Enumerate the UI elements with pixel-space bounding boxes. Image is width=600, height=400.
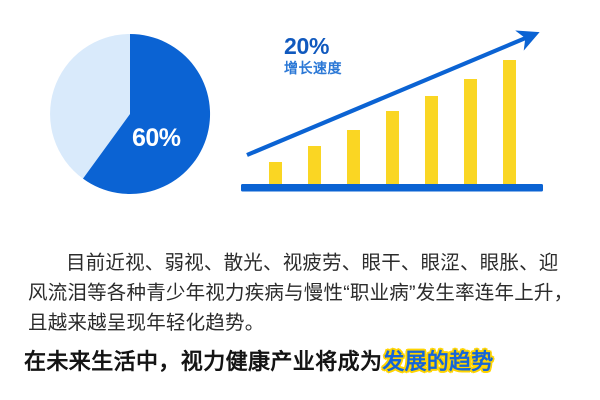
- pie-slice-main: [82, 33, 211, 194]
- bar-3: [347, 130, 360, 184]
- bar-4: [386, 111, 399, 184]
- growth-caption: 增长速度: [284, 60, 342, 77]
- graphics-band: 60%: [48, 18, 562, 208]
- conclusion-line: 在未来生活中，视力健康产业将成为发展的趋势: [24, 344, 584, 376]
- bar-chart-svg: [241, 30, 543, 192]
- growth-callout: 20% 增长速度: [284, 34, 414, 76]
- pie-chart: 60%: [48, 32, 212, 196]
- body-paragraph: 目前近视、弱视、散光、视疲劳、眼干、眼涩、眼胀、迎风流泪等各种青少年视力疾病与慢…: [28, 251, 574, 334]
- bar-chart-baseline: [241, 184, 543, 192]
- trend-arrow: [246, 30, 540, 157]
- conclusion-lead-text: 在未来生活中，视力健康产业将成为: [24, 349, 383, 374]
- bar-1: [269, 162, 282, 184]
- pie-slice-remainder: [50, 34, 130, 179]
- growth-percentage: 20%: [284, 33, 330, 59]
- bar-5: [425, 96, 438, 184]
- bar-chart: 20% 增长速度: [232, 18, 562, 208]
- bar-6: [464, 79, 477, 184]
- conclusion-highlight-text: 发展的趋势: [382, 349, 494, 374]
- bar-7: [503, 60, 516, 184]
- pie-chart-svg: [50, 33, 211, 194]
- bar-2: [308, 146, 321, 184]
